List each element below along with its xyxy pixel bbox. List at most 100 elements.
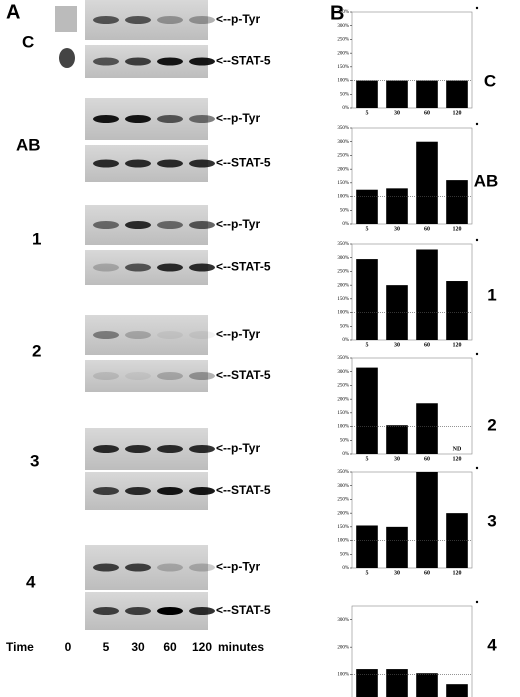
y-tick-label: 50% xyxy=(340,208,349,213)
y-tick-label: 350% xyxy=(337,356,349,361)
y-tick-label: 100% xyxy=(337,311,349,316)
blot-band xyxy=(93,263,119,272)
blot-band xyxy=(189,487,215,495)
plot-frame xyxy=(351,127,473,225)
band-label: <--STAT-5 xyxy=(216,603,271,617)
blot-band xyxy=(189,57,215,66)
x-tick-label: 60 xyxy=(424,226,430,232)
y-tick-label: 350% xyxy=(337,10,349,15)
y-tick-label: 200% xyxy=(337,397,349,402)
panel-label: B xyxy=(330,2,344,24)
blot-band xyxy=(125,607,151,615)
blot-band xyxy=(125,331,151,339)
time-label: 5 xyxy=(103,640,110,654)
band-label: <--p-Tyr xyxy=(216,111,260,125)
y-tick-label: 350% xyxy=(337,242,349,247)
blot xyxy=(85,360,208,392)
blot-band xyxy=(125,487,151,495)
bar xyxy=(446,684,468,697)
x-tick-label: 120 xyxy=(453,342,462,348)
blot-band xyxy=(189,115,215,123)
blot-band xyxy=(157,372,183,380)
blot-band xyxy=(93,57,119,66)
y-tick-label: 0% xyxy=(342,106,349,111)
chart-label: 2 xyxy=(487,415,496,434)
blot-band xyxy=(189,445,215,453)
bar xyxy=(446,180,468,224)
band-label: <--p-Tyr xyxy=(216,560,260,574)
blot-band xyxy=(93,16,119,24)
time-label: 120 xyxy=(192,640,212,654)
y-tick-label: 0% xyxy=(342,452,349,457)
band-label: <--STAT-5 xyxy=(216,368,271,382)
x-tick-label: 120 xyxy=(453,110,462,116)
y-tick-label: 100% xyxy=(337,195,349,200)
bar xyxy=(416,80,438,108)
corner-dot xyxy=(475,6,479,10)
blot-band xyxy=(157,607,183,615)
blot-band xyxy=(93,159,119,168)
y-tick-label: 250% xyxy=(337,154,349,159)
bar xyxy=(356,525,378,568)
y-tick-label: 350% xyxy=(337,126,349,131)
chart-label: 1 xyxy=(487,285,496,304)
x-tick-label: 5 xyxy=(366,570,369,576)
bar xyxy=(416,249,438,340)
blot-band xyxy=(189,16,215,24)
y-tick-label: 250% xyxy=(337,498,349,503)
blot-band xyxy=(93,487,119,495)
blot-band xyxy=(125,263,151,272)
blot-band xyxy=(93,115,119,123)
group-label: C xyxy=(22,32,34,51)
bar xyxy=(356,80,378,108)
y-tick-label: 50% xyxy=(340,552,349,557)
blot-band xyxy=(157,221,183,229)
x-tick-label: 60 xyxy=(424,570,430,576)
blot-band xyxy=(93,331,119,339)
group-label: 3 xyxy=(30,451,39,470)
x-tick-label: 5 xyxy=(366,456,369,462)
group-label: AB xyxy=(16,135,41,154)
chart-label: C xyxy=(484,71,496,90)
y-tick-label: 200% xyxy=(337,511,349,516)
blot-band xyxy=(125,159,151,168)
blot-band xyxy=(93,372,119,380)
blot-band xyxy=(125,445,151,453)
y-tick-label: 0% xyxy=(342,222,349,227)
bar xyxy=(416,141,438,224)
y-tick-label: 50% xyxy=(340,438,349,443)
blot-band xyxy=(189,563,215,572)
blot-band xyxy=(157,16,183,24)
corner-dot xyxy=(475,600,479,604)
x-tick-label: 60 xyxy=(424,456,430,462)
band-label: <--p-Tyr xyxy=(216,441,260,455)
blot-band xyxy=(157,159,183,168)
chart-label: 4 xyxy=(487,635,497,654)
plot-frame xyxy=(351,605,473,697)
y-tick-label: 300% xyxy=(337,370,349,375)
bar xyxy=(446,281,468,340)
bar xyxy=(416,403,438,454)
group-label: 1 xyxy=(32,229,41,248)
value-label: ND xyxy=(453,446,462,452)
y-tick-label: 200% xyxy=(337,51,349,56)
chart-label: 3 xyxy=(487,511,496,530)
blot-band xyxy=(59,48,75,68)
y-tick-label: 150% xyxy=(337,181,349,186)
bar xyxy=(386,669,408,697)
blot-band xyxy=(93,221,119,229)
band-label: <--STAT-5 xyxy=(216,156,271,170)
band-label: <--p-Tyr xyxy=(216,327,260,341)
y-tick-label: 150% xyxy=(337,525,349,530)
blot-band xyxy=(189,607,215,615)
y-tick-label: 150% xyxy=(337,65,349,70)
time-label: 0 xyxy=(65,640,72,654)
bar xyxy=(416,673,438,697)
y-tick-label: 0% xyxy=(342,338,349,343)
blot-band xyxy=(157,563,183,572)
y-tick-label: 50% xyxy=(340,324,349,329)
group-label: 2 xyxy=(32,341,41,360)
group-label: 4 xyxy=(26,572,36,591)
blot-band xyxy=(125,16,151,24)
